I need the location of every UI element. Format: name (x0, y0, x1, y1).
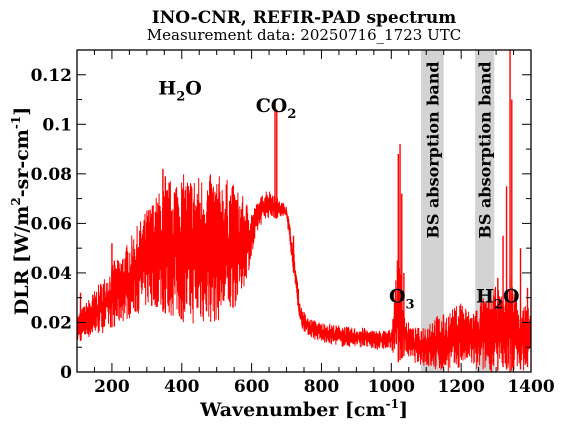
annotation-4: H2O (476, 286, 520, 313)
annotation-3: O3 (389, 286, 415, 313)
y-tick-label: 0.08 (31, 165, 72, 185)
x-tick-label: 600 (234, 377, 270, 397)
y-tick-label: 0.04 (31, 264, 73, 284)
x-tick-label: 1000 (368, 377, 415, 397)
bs-band-1 (420, 50, 444, 372)
spike-lines (79, 50, 529, 372)
plot-area (76, 174, 532, 372)
spectrum-line (76, 174, 532, 372)
y-axis-label: DLR [W/m2-sr-cm-1] (9, 107, 33, 315)
x-tick-label: 400 (164, 377, 200, 397)
annotation-2: CO2 (256, 95, 297, 122)
x-tick-label: 800 (304, 377, 340, 397)
shaded-bands: BS absorption band BS absorption band (420, 50, 495, 372)
annotation-1: H2O (158, 78, 202, 105)
y-tick-label: 0.12 (31, 66, 72, 86)
chart-subtitle: Measurement data: 20250716_1723 UTC (147, 26, 461, 44)
bs-band-label-2: BS absorption band (476, 61, 495, 238)
annotations: H2O CO2 O3 H2O (158, 78, 519, 313)
x-tick-label: 200 (94, 377, 130, 397)
bs-band-2 (475, 50, 495, 372)
x-tick-label: 1400 (507, 377, 554, 397)
bs-band-label-1: BS absorption band (423, 61, 442, 238)
y-tick-label: 0.06 (31, 214, 72, 234)
x-axis-label: Wavenumber [cm-1] (199, 397, 408, 421)
x-axis-ticks: 200 400 600 800 1000 1200 1400 (76, 50, 555, 397)
chart-title: INO-CNR, REFIR-PAD spectrum (152, 8, 456, 28)
x-tick-label: 1200 (437, 377, 484, 397)
y-tick-label: 0.02 (31, 313, 72, 333)
y-axis-ticks: 0 0.02 0.04 0.06 0.08 0.1 0.12 (31, 49, 531, 383)
y-tick-label: 0.1 (42, 115, 72, 135)
y-tick-label: 0 (60, 363, 72, 383)
